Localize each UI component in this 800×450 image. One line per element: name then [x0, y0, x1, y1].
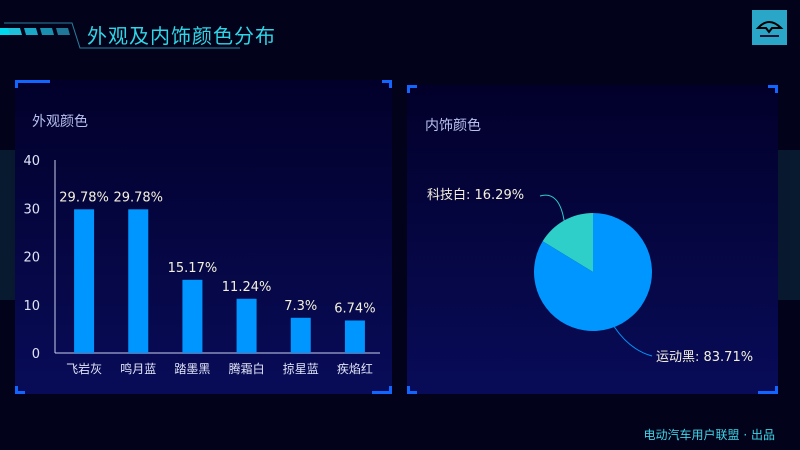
x-tick-label: 腾霜白: [229, 361, 265, 376]
interior-chart-title: 内饰颜色: [425, 118, 481, 134]
x-tick-label: 踏墨黑: [174, 362, 210, 376]
bar-data-label: 6.74%: [334, 301, 375, 316]
bar: [236, 298, 257, 353]
page-title: 外观及内饰颜色分布: [87, 24, 276, 48]
bar: [344, 320, 365, 353]
x-tick-label: 鸣月蓝: [120, 361, 156, 376]
x-tick-label: 飞岩灰: [66, 361, 102, 376]
y-tick-label: 10: [23, 299, 40, 314]
bar: [182, 279, 203, 353]
pie-label: 运动黑: 83.71%: [656, 350, 753, 365]
bar: [290, 317, 311, 353]
pie-leader-line: [539, 194, 565, 221]
pie-slice: [542, 213, 593, 272]
x-tick-label: 疾焰红: [337, 361, 373, 376]
y-tick-label: 30: [23, 202, 40, 217]
x-tick-label: 掠星蓝: [283, 361, 319, 376]
y-tick-label: 20: [23, 251, 40, 266]
pie-leader-line: [613, 326, 653, 357]
logo: [752, 10, 787, 45]
y-tick-label: 0: [32, 347, 40, 362]
pie-slice: [534, 213, 652, 331]
y-tick-label: 40: [23, 154, 40, 169]
pie-label: 科技白: 16.29%: [427, 187, 524, 203]
bar: [74, 209, 95, 353]
bar-data-label: 7.3%: [284, 299, 317, 314]
header-decoration: [0, 22, 240, 49]
bar-data-label: 15.17%: [168, 261, 218, 276]
bar-data-label: 11.24%: [222, 280, 272, 295]
footer-credit: 电动汽车用户联盟 · 出品: [643, 428, 775, 442]
bar-data-label: 29.78%: [59, 190, 109, 205]
exterior-chart-title: 外观颜色: [32, 114, 88, 130]
bar-data-label: 29.78%: [113, 190, 163, 205]
bar: [128, 209, 149, 353]
